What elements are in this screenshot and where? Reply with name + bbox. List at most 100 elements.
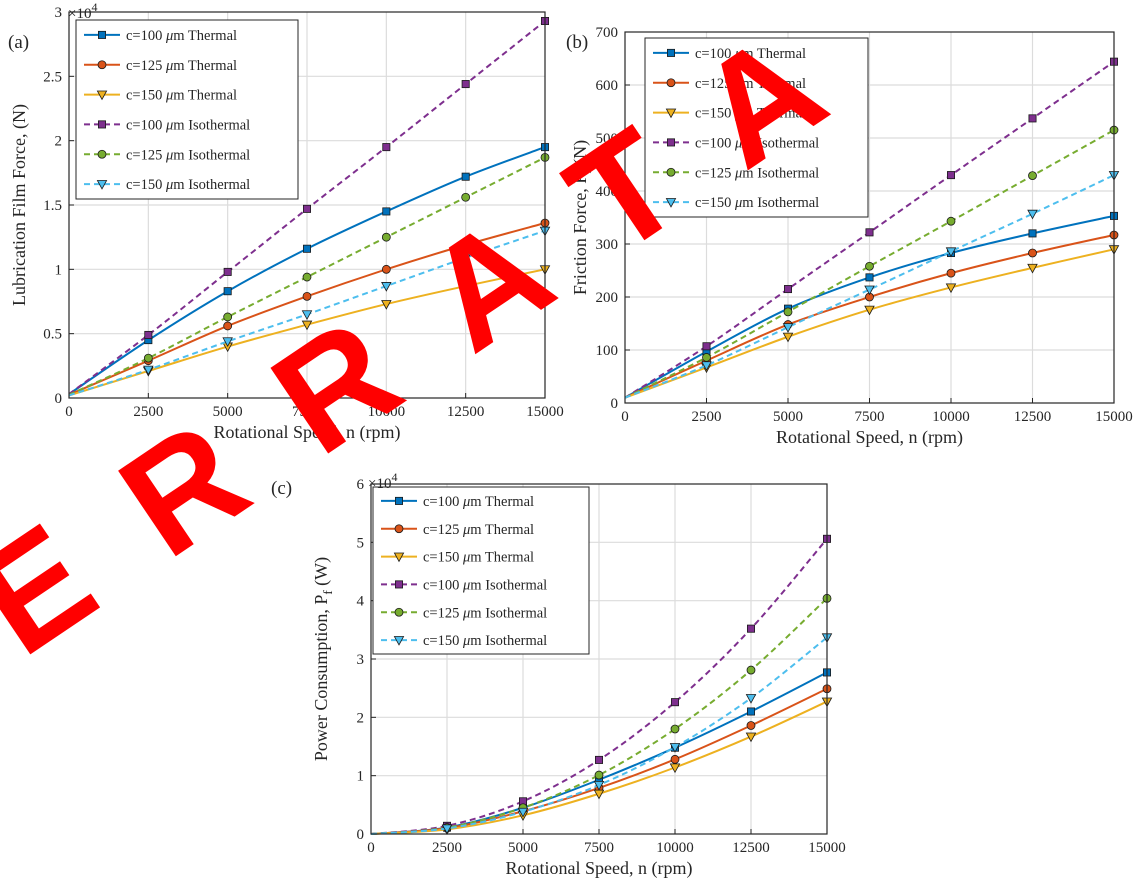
data-point <box>945 247 957 258</box>
y-tick-label: 300 <box>596 237 619 253</box>
mu-symbol: μ <box>734 165 742 181</box>
legend-label-unit: m <box>742 135 754 151</box>
data-point <box>745 732 757 743</box>
exponent-value: 4 <box>391 470 397 484</box>
x-tick-label: 7500 <box>584 840 614 856</box>
legend-label: c=100 μm Isothermal <box>126 117 250 133</box>
legend-label-unit: m <box>470 633 482 649</box>
legend-label-name: c=150 <box>423 550 463 566</box>
legend-entry: c=150 μm Thermal <box>653 106 806 122</box>
x-tick-label: 12500 <box>1014 409 1052 425</box>
x-tick-label: 10000 <box>656 840 694 856</box>
legend-entry: c=125 μm Isothermal <box>653 165 819 181</box>
y-axis-label: Power Consumption, Pf (W) <box>311 557 335 761</box>
x-tick-label: 0 <box>621 409 629 425</box>
data-point <box>665 198 677 208</box>
y-axis-label-subscript: f <box>579 169 594 174</box>
legend-label: c=125 μm Isothermal <box>695 165 819 181</box>
y-tick-label: 0.5 <box>43 327 62 343</box>
x-tick-label: 5000 <box>508 840 538 856</box>
data-point <box>595 755 604 764</box>
x-tick-label: 12500 <box>732 840 770 856</box>
data-point <box>98 120 107 129</box>
legend-label-name: c=100 <box>126 28 166 44</box>
data-point <box>393 636 405 646</box>
legend-label-suffix: Isothermal <box>482 633 548 649</box>
legend-label-name: c=100 <box>695 135 735 151</box>
axes-frame <box>370 483 828 835</box>
data-point <box>594 770 604 780</box>
data-point <box>222 337 233 348</box>
data-point <box>671 698 680 707</box>
legend-label-unit: m <box>173 147 185 163</box>
series-5 <box>68 152 550 396</box>
legend-label-unit: m <box>470 522 482 538</box>
data-point <box>1028 229 1037 238</box>
legend-box <box>644 37 869 218</box>
mu-symbol: μ <box>734 195 742 211</box>
legend-label-name: c=150 <box>126 88 166 104</box>
data-point <box>302 291 312 301</box>
legend-label-name: c=125 <box>126 147 166 163</box>
x-tick-label: 2500 <box>692 409 722 425</box>
legend-box <box>372 486 590 655</box>
y-tick-label: 6 <box>357 477 365 493</box>
legend-label-suffix: Thermal <box>482 550 534 566</box>
y-exponent-label: ×104 <box>68 0 97 22</box>
axes-frame <box>624 31 1115 404</box>
y-tick-label: 1.5 <box>43 198 62 214</box>
data-point <box>667 48 676 57</box>
data-point <box>441 824 453 835</box>
legend-label-name: c=100 <box>423 577 463 593</box>
data-point <box>302 204 311 213</box>
data-point <box>461 192 471 202</box>
data-point <box>381 264 391 274</box>
y-axis-label-main: Power Consumption, P <box>311 595 331 762</box>
legend-label: c=100 μm Isothermal <box>695 135 819 151</box>
legend-label-suffix: Isothermal <box>185 117 251 133</box>
x-tick-label: 15000 <box>526 404 564 420</box>
data-point <box>301 310 313 320</box>
legend-label-name: c=125 <box>423 605 463 621</box>
data-point <box>460 282 471 292</box>
x-axis-label: Rotational Speed, n (rpm) <box>506 858 693 879</box>
legend-label: c=150 μm Isothermal <box>126 177 250 193</box>
y-tick-label: 700 <box>596 25 619 41</box>
x-tick-label: 2500 <box>133 404 163 420</box>
data-point <box>381 282 392 292</box>
legend-label-name: c=100 <box>423 494 463 510</box>
data-point <box>98 30 107 39</box>
legend-entry: c=100 μm Thermal <box>84 28 237 44</box>
legend-label-suffix: Isothermal <box>754 165 820 181</box>
legend-label-unit: m <box>470 605 482 621</box>
legend-label-suffix: Thermal <box>754 46 806 62</box>
data-point <box>864 285 875 296</box>
y-tick-label: 1 <box>357 769 365 785</box>
data-point <box>394 607 404 617</box>
data-point <box>223 287 232 296</box>
legend-label-unit: m <box>742 46 754 62</box>
legend-label-name: c=125 <box>695 76 735 92</box>
data-point <box>783 307 793 317</box>
x-tick-label: 15000 <box>1095 409 1133 425</box>
legend-label: c=100 μm Thermal <box>423 494 534 510</box>
data-point <box>393 552 405 563</box>
legend-label: c=100 μm Thermal <box>126 28 237 44</box>
data-point <box>382 143 391 152</box>
data-point <box>1027 209 1038 220</box>
legend-entry: c=150 μm Thermal <box>381 550 534 566</box>
data-point <box>782 332 794 343</box>
legend-label-name: c=150 <box>423 633 463 649</box>
legend-label-suffix: Isothermal <box>482 577 548 593</box>
data-point <box>143 365 154 376</box>
legend-label-unit: m <box>742 106 754 122</box>
data-point <box>517 807 529 818</box>
mu-symbol: μ <box>165 117 173 133</box>
legend-label-suffix: Isothermal <box>185 177 251 193</box>
legend-label: c=125 μm Isothermal <box>423 605 547 621</box>
x-tick-label: 0 <box>367 840 375 856</box>
legend-label-name: c=150 <box>126 177 166 193</box>
data-point <box>665 108 677 119</box>
